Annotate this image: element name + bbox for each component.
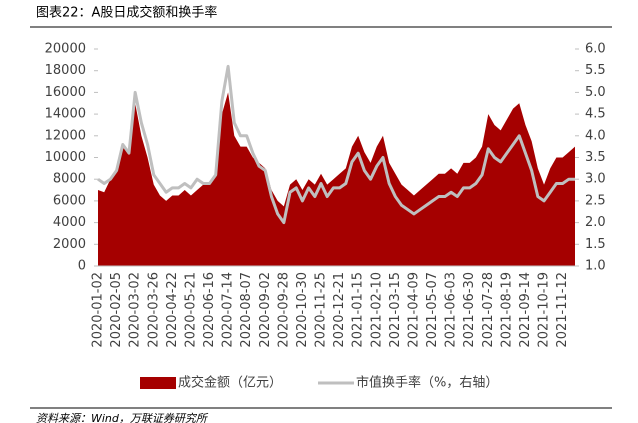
- x-tick-label: 2020-11-25: [314, 272, 329, 348]
- y-tick-label: 16000: [45, 85, 86, 100]
- x-tick-label: 2020-08-07: [239, 272, 254, 348]
- y-tick-label: 8000: [53, 172, 86, 187]
- y-tick-label: 6000: [53, 193, 86, 208]
- x-tick-label: 2021-08-19: [499, 272, 514, 348]
- y2-tick-label: 3.0: [585, 172, 606, 187]
- x-tick-label: 2021-01-15: [351, 272, 366, 348]
- y2-tick-label: 5.5: [585, 63, 606, 78]
- y2-tick-label: 2.5: [585, 193, 606, 208]
- source: 资料来源：Wind，万联证券研究所: [36, 412, 209, 423]
- y2-tick-label: 4.0: [585, 128, 606, 143]
- x-tick-label: 2020-07-14: [221, 272, 236, 348]
- y-tick-label: 4000: [53, 215, 86, 230]
- x-tick-label: 2021-02-10: [369, 272, 384, 348]
- x-tick-label: 2021-09-14: [518, 272, 533, 348]
- y-tick-label: 12000: [45, 128, 86, 143]
- y2-tick-label: 1.0: [585, 259, 606, 274]
- y2-tick-label: 1.5: [585, 237, 606, 252]
- y-tick-label: 14000: [45, 107, 86, 122]
- y-tick-label: 10000: [45, 150, 86, 165]
- x-tick-label: 2020-06-16: [202, 272, 217, 348]
- legend-swatch: [140, 377, 176, 389]
- x-tick-label: 2021-06-30: [462, 272, 477, 348]
- legend-label: 市值换手率（%，右轴）: [356, 375, 498, 391]
- x-tick-label: 2021-07-28: [481, 272, 496, 348]
- x-tick-label: 2020-01-02: [91, 272, 106, 348]
- y2-tick-label: 3.5: [585, 150, 606, 165]
- x-tick-label: 2021-04-09: [406, 272, 421, 348]
- x-tick-label: 2021-10-19: [537, 272, 552, 348]
- y2-tick-label: 6.0: [585, 42, 606, 57]
- x-tick-label: 2020-02-05: [109, 272, 124, 348]
- y-tick-label: 2000: [53, 237, 86, 252]
- y-tick-label: 20000: [45, 42, 86, 57]
- x-tick-label: 2020-12-21: [332, 272, 347, 348]
- legend-label: 成交金额（亿元）: [178, 375, 282, 391]
- x-tick-label: 2021-11-12: [555, 272, 570, 348]
- x-tick-label: 2021-05-07: [425, 272, 440, 348]
- x-tick-label: 2021-06-03: [444, 272, 459, 348]
- x-tick-label: 2021-03-15: [388, 272, 403, 348]
- y2-tick-label: 4.5: [585, 107, 606, 122]
- line: [97, 64, 575, 225]
- y2-tick-label: 2.0: [585, 215, 606, 230]
- x-tick-label: 2020-05-21: [183, 272, 198, 348]
- x-tick-label: 2020-04-22: [165, 272, 180, 348]
- y-tick-label: 18000: [45, 63, 86, 78]
- x-tick-label: 2020-03-02: [128, 272, 143, 348]
- x-tick-label: 2020-03-26: [146, 272, 161, 348]
- y-tick-label: 0: [78, 259, 86, 274]
- x-tick-label: 2020-09-02: [258, 272, 273, 348]
- y2-tick-label: 5.0: [585, 85, 606, 100]
- chart-title: 图表22：A股日成交额和换手率: [36, 5, 217, 21]
- x-tick-label: 2020-09-28: [276, 272, 291, 348]
- area: [98, 92, 575, 267]
- x-tick-label: 2020-10-30: [295, 272, 310, 348]
